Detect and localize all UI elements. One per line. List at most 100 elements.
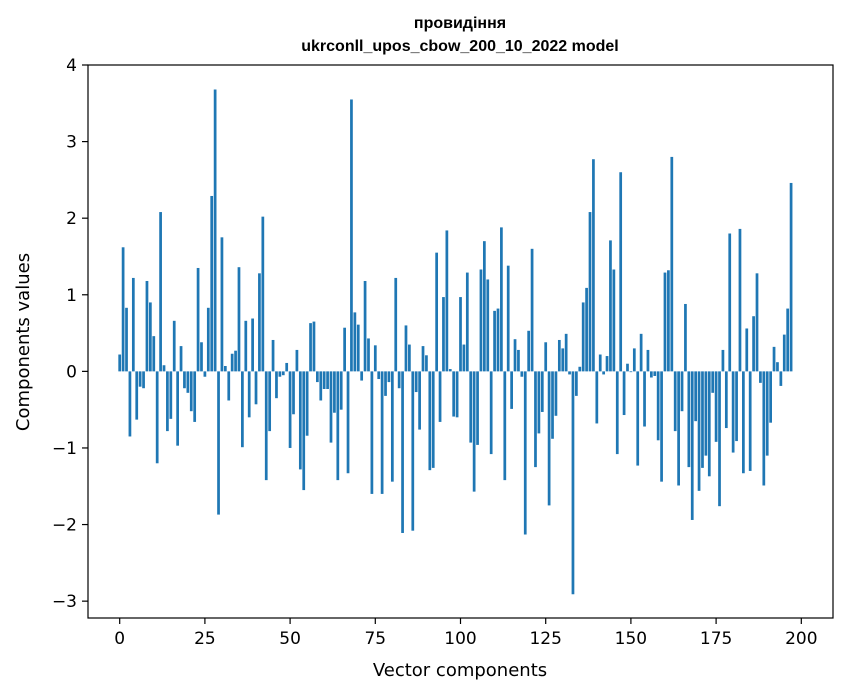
bar [653,371,657,376]
bar [353,312,357,372]
bar [339,371,343,410]
bar [673,371,677,432]
bar [476,371,479,445]
bar [656,371,660,441]
bar [356,324,360,372]
bar [302,371,306,491]
y-tick-label: 4 [66,56,77,76]
bar [288,371,292,448]
bar [445,230,449,372]
bar [210,195,214,372]
bar [513,339,517,372]
bar [612,269,616,372]
bar [493,310,496,372]
bar [469,371,473,443]
bar [782,334,786,372]
bar [479,269,483,372]
bar [622,371,626,416]
bar [748,371,752,471]
bar [486,279,490,372]
bar [298,371,302,470]
bar [636,371,640,466]
chart-title-line-1: провидіння [414,15,506,32]
y-tick-label: 3 [66,133,77,153]
bar [261,216,265,372]
bar [568,371,571,375]
bar [312,321,316,372]
bar [677,371,680,486]
bar [326,371,329,389]
bar [380,371,384,494]
bar [697,371,701,491]
bar [448,369,452,372]
bar [455,371,459,418]
y-tick-label: −2 [52,516,77,536]
bar [769,371,772,423]
bar [571,371,575,595]
bar [500,227,503,372]
bar [258,273,261,372]
bar [268,371,272,432]
bar [517,349,520,372]
bar [411,371,415,531]
bar [482,241,486,372]
bar [408,344,411,372]
bar [595,371,599,424]
bar [714,371,718,442]
bar [390,371,394,482]
bar [271,339,275,372]
bar [496,308,500,372]
bar [149,302,152,372]
bar [632,348,636,372]
bar [206,307,210,372]
bar [401,371,404,533]
bar [431,371,435,468]
bar [404,325,408,372]
x-tick-label: 50 [279,629,301,649]
bar [414,371,418,393]
bar [742,371,745,474]
bar [646,349,650,372]
bar [118,354,122,372]
y-tick-label: 0 [66,362,77,382]
y-tick-label: 1 [66,286,77,306]
bar [728,233,732,372]
bar [128,371,132,437]
bar [343,327,346,372]
bar [534,371,537,468]
bar [667,270,670,372]
bar [322,371,326,389]
bar [626,363,629,372]
bar [336,371,340,481]
bar [217,371,220,515]
bar [155,371,159,464]
bar [373,345,377,372]
bar [721,349,725,372]
bar [578,366,582,372]
bar [319,371,323,401]
bar [425,355,428,372]
y-tick-label: 2 [66,209,77,229]
bar [649,371,653,378]
bar [305,371,309,436]
bar [247,371,251,418]
bar [585,287,588,372]
x-tick-label: 75 [364,629,386,649]
bar [213,89,217,372]
bar [581,302,585,372]
x-tick-label: 0 [114,629,125,649]
bar [360,371,364,381]
x-tick-label: 150 [615,629,647,649]
y-axis-ticks: −3 −2 −1 0 1 2 3 4 [52,56,88,612]
bar [346,371,350,474]
x-axis-label: Vector components [373,660,547,681]
bar [189,371,193,412]
bar [203,371,207,377]
bar [489,371,493,455]
bar [438,371,442,422]
bar [643,371,646,427]
y-tick-label: −3 [52,592,77,612]
bar [230,353,234,372]
bar [755,273,759,372]
